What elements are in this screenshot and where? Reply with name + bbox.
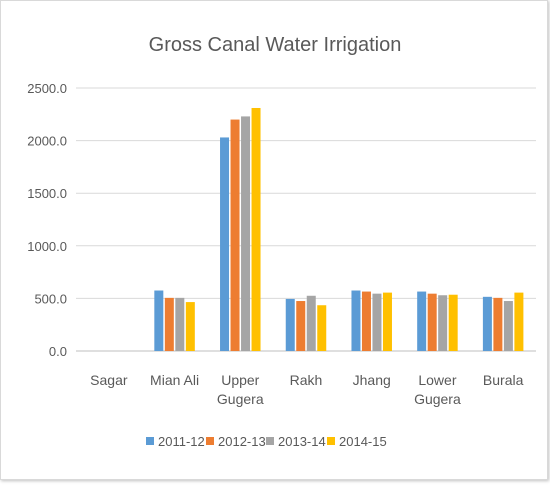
y-axis-ticks: 0.0 500.0 1000.0 1500.0 2000.0 2500.0	[27, 81, 67, 359]
x-tick-label: Gugera	[414, 391, 461, 407]
bar	[372, 293, 382, 351]
legend-label: 2014-15	[339, 434, 387, 449]
x-tick-label: Lower	[418, 372, 456, 388]
bar	[317, 305, 327, 351]
bar	[306, 295, 316, 351]
x-tick-label: Rakh	[290, 372, 323, 388]
legend-swatch	[266, 437, 274, 445]
chart-title: Gross Canal Water Irrigation	[149, 34, 402, 56]
bar	[351, 290, 361, 351]
bar	[482, 296, 492, 351]
bar	[185, 302, 195, 351]
y-tick-label: 1000.0	[27, 239, 67, 254]
bar	[382, 292, 392, 351]
bar	[285, 298, 295, 351]
y-tick-label: 2500.0	[27, 81, 67, 96]
y-tick-label: 1500.0	[27, 186, 67, 201]
x-tick-label: Mian Ali	[150, 372, 199, 388]
bar	[417, 291, 427, 351]
x-tick-label: Jhang	[353, 372, 391, 388]
bar	[503, 301, 513, 351]
x-tick-label: Gugera	[217, 391, 264, 407]
bar	[164, 297, 174, 351]
bar	[175, 297, 185, 351]
x-tick-label: Burala	[483, 372, 524, 388]
bar	[296, 301, 306, 351]
bar	[438, 295, 448, 351]
bars	[154, 107, 524, 352]
bar	[251, 107, 261, 351]
legend-label: 2013-14	[278, 434, 326, 449]
gridlines	[76, 87, 536, 352]
bar	[230, 119, 240, 351]
x-tick-label: Sagar	[90, 372, 128, 388]
legend: 2011-12 2012-13 2013-14 2014-15	[146, 434, 387, 449]
legend-label: 2012-13	[218, 434, 266, 449]
legend-swatch	[206, 437, 214, 445]
y-tick-label: 2000.0	[27, 134, 67, 149]
legend-label: 2011-12	[158, 434, 205, 449]
x-axis-labels: Sagar Mian Ali Upper Gugera Rakh Jhang Lower Gu…	[90, 372, 523, 407]
bar	[361, 291, 371, 351]
bar	[241, 116, 251, 352]
x-tick-label: Upper	[221, 372, 259, 388]
bar	[154, 290, 164, 351]
bar	[220, 137, 230, 351]
y-tick-label: 500.0	[34, 291, 67, 306]
y-tick-label: 0.0	[49, 344, 67, 359]
bar	[427, 293, 437, 351]
bar	[514, 292, 524, 351]
bar	[493, 297, 503, 351]
legend-swatch	[327, 437, 335, 445]
legend-swatch	[146, 437, 154, 445]
bar	[448, 294, 458, 351]
